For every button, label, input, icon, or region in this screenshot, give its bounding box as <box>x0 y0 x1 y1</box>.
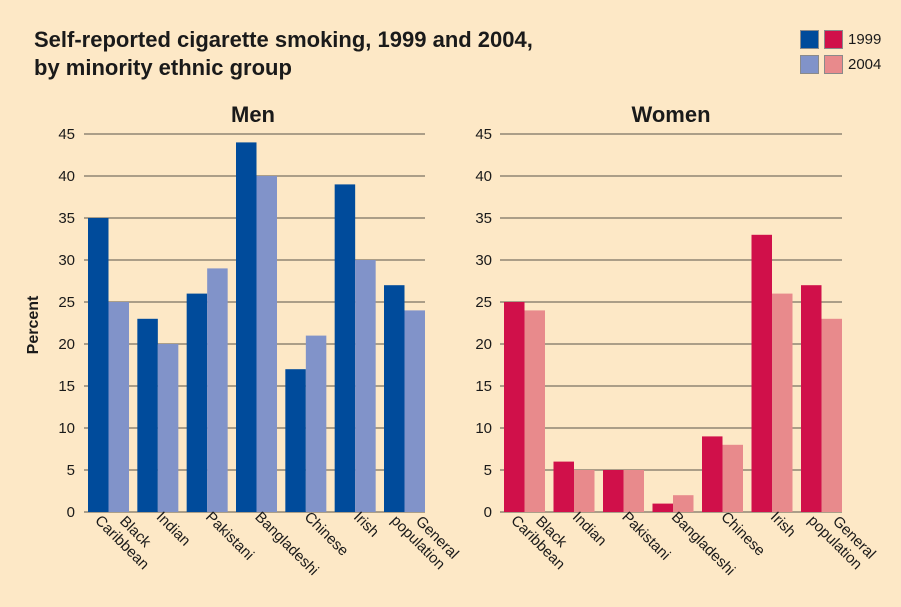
chart-men: MenPercent051015202530354045BlackCaribbe… <box>25 102 462 579</box>
bar-men-2004-5 <box>355 260 376 512</box>
y-tick-label-men-20: 20 <box>58 336 75 353</box>
y-tick-label-men-10: 10 <box>58 420 75 437</box>
legend-swatch-men-1999 <box>800 30 819 49</box>
y-tick-label-men-45: 45 <box>58 126 75 143</box>
bar-men-2004-0 <box>108 302 129 512</box>
bar-men-1999-0 <box>88 218 109 512</box>
x-tick-label-line-men-1-0: Indian <box>153 509 194 550</box>
y-tick-label-men-0: 0 <box>67 504 75 521</box>
y-tick-label-women-0: 0 <box>484 504 492 521</box>
legend-label-2004: 2004 <box>848 56 882 73</box>
x-tick-label-line-men-4-0: Chinese <box>301 509 352 560</box>
bar-men-1999-1 <box>137 318 158 512</box>
y-tick-label-men-25: 25 <box>58 294 75 311</box>
y-tick-label-men-15: 15 <box>58 378 75 395</box>
y-axis-label-men: Percent <box>25 295 42 354</box>
x-tick-label-women-1: Indian <box>569 509 610 550</box>
bar-men-2004-1 <box>157 344 179 512</box>
y-tick-label-women-30: 30 <box>475 252 492 269</box>
y-tick-label-women-5: 5 <box>484 462 492 479</box>
x-tick-label-women-5: Irish <box>767 509 799 541</box>
y-tick-label-men-5: 5 <box>67 462 75 479</box>
y-tick-label-women-45: 45 <box>475 126 492 143</box>
x-tick-label-line-men-2-0: Pakistani <box>202 509 257 564</box>
y-tick-label-men-40: 40 <box>58 168 75 185</box>
legend-swatch-women-1999 <box>824 30 843 49</box>
y-tick-label-women-20: 20 <box>475 336 492 353</box>
chart-title-women: Women <box>631 102 710 127</box>
bar-men-1999-5 <box>334 184 356 512</box>
y-tick-label-women-40: 40 <box>475 168 492 185</box>
x-tick-label-women-2: Pakistani <box>618 509 673 564</box>
y-tick-label-women-15: 15 <box>475 378 492 395</box>
bar-women-1999-6 <box>801 285 822 512</box>
x-tick-label-line-women-1-0: Indian <box>569 509 610 550</box>
bar-men-2004-2 <box>207 268 228 512</box>
bar-women-2004-5 <box>772 293 793 512</box>
bar-women-1999-5 <box>751 234 772 513</box>
figure-title-line-2: by minority ethnic group <box>34 55 292 80</box>
x-tick-label-line-men-5-0: Irish <box>350 509 382 541</box>
bar-men-2004-4 <box>305 335 327 512</box>
bar-men-2004-6 <box>404 310 425 512</box>
bar-men-2004-3 <box>256 176 277 512</box>
y-tick-label-women-25: 25 <box>475 294 492 311</box>
legend-label-1999: 1999 <box>848 31 882 48</box>
bar-women-2004-4 <box>722 444 743 512</box>
legend-swatch-men-2004 <box>800 55 819 74</box>
bar-women-2004-3 <box>673 495 694 512</box>
legend: 1999 2004 <box>800 30 896 80</box>
bar-women-2004-1 <box>574 470 595 512</box>
x-tick-label-line-women-5-0: Irish <box>767 509 799 541</box>
chart-title-men: Men <box>231 102 275 127</box>
x-tick-label-women-4: Chinese <box>717 509 768 560</box>
bar-men-1999-2 <box>186 293 208 512</box>
figure-title: Self-reported cigarette smoking, 1999 an… <box>34 26 594 82</box>
bar-men-1999-6 <box>384 285 405 512</box>
y-tick-label-men-35: 35 <box>58 210 75 227</box>
x-tick-label-men-4: Chinese <box>301 509 352 560</box>
x-tick-label-men-2: Pakistani <box>202 509 257 564</box>
bar-women-1999-1 <box>553 461 574 512</box>
figure-title-line-1: Self-reported cigarette smoking, 1999 an… <box>34 27 533 52</box>
bar-women-1999-4 <box>702 436 723 512</box>
bar-men-1999-3 <box>236 142 257 512</box>
x-tick-label-line-women-4-0: Chinese <box>717 509 768 560</box>
bar-women-2004-2 <box>623 470 644 512</box>
bar-women-1999-0 <box>504 302 525 512</box>
bar-women-2004-0 <box>524 310 545 512</box>
bar-women-2004-6 <box>821 318 842 512</box>
bar-men-1999-4 <box>285 369 306 512</box>
x-tick-label-line-women-2-0: Pakistani <box>618 509 673 564</box>
x-tick-label-men-1: Indian <box>153 509 194 550</box>
bar-women-1999-3 <box>652 503 673 512</box>
bar-women-1999-2 <box>603 470 624 512</box>
y-tick-label-women-10: 10 <box>475 420 492 437</box>
y-tick-label-men-30: 30 <box>58 252 75 269</box>
x-tick-label-men-5: Irish <box>350 509 382 541</box>
y-tick-label-women-35: 35 <box>475 210 492 227</box>
legend-swatch-women-2004 <box>824 55 843 74</box>
